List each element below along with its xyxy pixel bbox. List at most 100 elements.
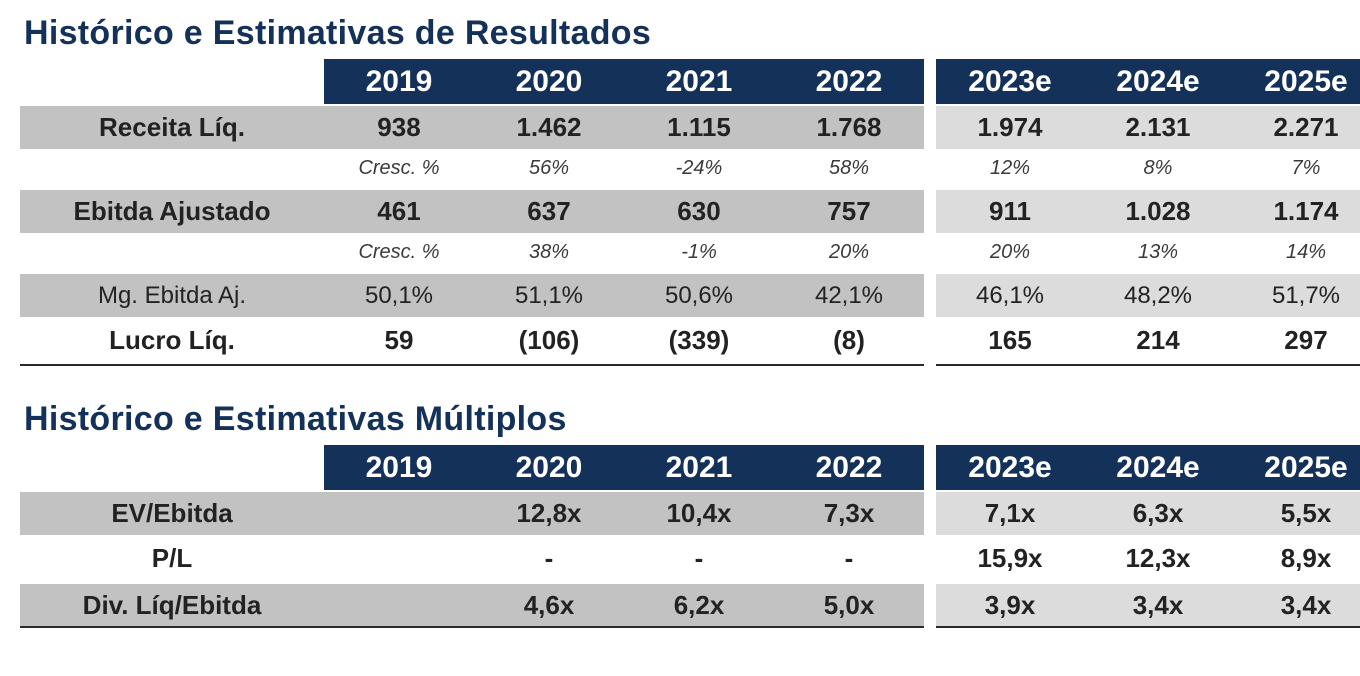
cell [324,491,474,535]
cell: 59 [324,317,474,365]
table-row: Lucro Líq. 59 (106) (339) (8) 165 214 29… [20,317,1360,365]
cell-estimate: 8,9x [1232,535,1360,583]
cell: 50,6% [624,273,774,317]
header-year: 2022 [774,445,924,491]
header-year: 2022 [774,59,924,105]
header-year: 2020 [474,445,624,491]
multiples-header-row: 2019 2020 2021 2022 2023e 2024e 2025e [20,445,1360,491]
multiples-table: 2019 2020 2021 2022 2023e 2024e 2025e EV… [20,445,1360,628]
cell-estimate: 1.028 [1084,189,1232,233]
cell-estimate: 911 [936,189,1084,233]
cell-estimate: 15,9x [936,535,1084,583]
cell: 757 [774,189,924,233]
header-gap [924,59,936,105]
cell: 50,1% [324,273,474,317]
cell-estimate: 51,7% [1232,273,1360,317]
cell: 7,3x [774,491,924,535]
cell: 58% [774,149,924,189]
cell-estimate: 13% [1084,233,1232,273]
cell: 461 [324,189,474,233]
header-year: 2021 [624,59,774,105]
cell: 42,1% [774,273,924,317]
row-label: Div. Líq/Ebitda [20,583,324,627]
gap [924,535,936,583]
cell: 6,2x [624,583,774,627]
cell-estimate: 7% [1232,149,1360,189]
header-year-estimate: 2024e [1084,59,1232,105]
cell-estimate: 1.174 [1232,189,1360,233]
header-year-estimate: 2024e [1084,445,1232,491]
cell: 38% [474,233,624,273]
row-label-blank [20,233,324,273]
gap [924,233,936,273]
header-year-estimate: 2025e [1232,59,1360,105]
header-blank [20,445,324,491]
cell: -24% [624,149,774,189]
gap [924,583,936,627]
table-row: P/L - - - 15,9x 12,3x 8,9x [20,535,1360,583]
growth-metric-label: Cresc. % [324,149,474,189]
header-year: 2019 [324,445,474,491]
table-row: Receita Líq. 938 1.462 1.115 1.768 1.974… [20,105,1360,149]
row-label-blank [20,149,324,189]
row-label: Lucro Líq. [20,317,324,365]
cell-estimate: 214 [1084,317,1232,365]
results-section: Histórico e Estimativas de Resultados 20… [20,14,1340,366]
header-gap [924,445,936,491]
row-label: Ebitda Ajustado [20,189,324,233]
cell-estimate: 2.271 [1232,105,1360,149]
cell: 1.768 [774,105,924,149]
cell-estimate: 20% [936,233,1084,273]
header-year-estimate: 2023e [936,59,1084,105]
cell: 630 [624,189,774,233]
row-label: Receita Líq. [20,105,324,149]
growth-metric-label: Cresc. % [324,233,474,273]
table-row: Ebitda Ajustado 461 637 630 757 911 1.02… [20,189,1360,233]
cell-estimate: 6,3x [1084,491,1232,535]
cell-estimate: 7,1x [936,491,1084,535]
table-row: Div. Líq/Ebitda 4,6x 6,2x 5,0x 3,9x 3,4x… [20,583,1360,627]
cell-estimate: 1.974 [936,105,1084,149]
cell: 4,6x [474,583,624,627]
cell: 56% [474,149,624,189]
cell: 10,4x [624,491,774,535]
header-year-estimate: 2023e [936,445,1084,491]
cell-estimate: 12% [936,149,1084,189]
cell [324,583,474,627]
row-label: Mg. Ebitda Aj. [20,273,324,317]
cell-estimate: 165 [936,317,1084,365]
cell: - [624,535,774,583]
cell-estimate: 3,4x [1232,583,1360,627]
cell-estimate: 2.131 [1084,105,1232,149]
cell-estimate: 48,2% [1084,273,1232,317]
cell-estimate: 12,3x [1084,535,1232,583]
cell-estimate: 297 [1232,317,1360,365]
cell [324,535,474,583]
table-row: Mg. Ebitda Aj. 50,1% 51,1% 50,6% 42,1% 4… [20,273,1360,317]
cell: (339) [624,317,774,365]
multiples-section: Histórico e Estimativas Múltiplos 2019 2… [20,400,1340,628]
gap [924,491,936,535]
header-year: 2019 [324,59,474,105]
header-year: 2021 [624,445,774,491]
cell: (8) [774,317,924,365]
cell: 1.115 [624,105,774,149]
cell-estimate: 8% [1084,149,1232,189]
cell-estimate: 5,5x [1232,491,1360,535]
cell-estimate: 3,9x [936,583,1084,627]
cell: - [774,535,924,583]
header-blank [20,59,324,105]
cell: - [474,535,624,583]
table-row-growth: Cresc. % 56% -24% 58% 12% 8% 7% [20,149,1360,189]
cell: 1.462 [474,105,624,149]
header-year-estimate: 2025e [1232,445,1360,491]
results-title: Histórico e Estimativas de Resultados [20,14,1340,53]
cell: (106) [474,317,624,365]
row-label: P/L [20,535,324,583]
cell-estimate: 46,1% [936,273,1084,317]
gap [924,149,936,189]
cell-estimate: 3,4x [1084,583,1232,627]
multiples-title: Histórico e Estimativas Múltiplos [20,400,1340,439]
cell: 5,0x [774,583,924,627]
cell: 938 [324,105,474,149]
